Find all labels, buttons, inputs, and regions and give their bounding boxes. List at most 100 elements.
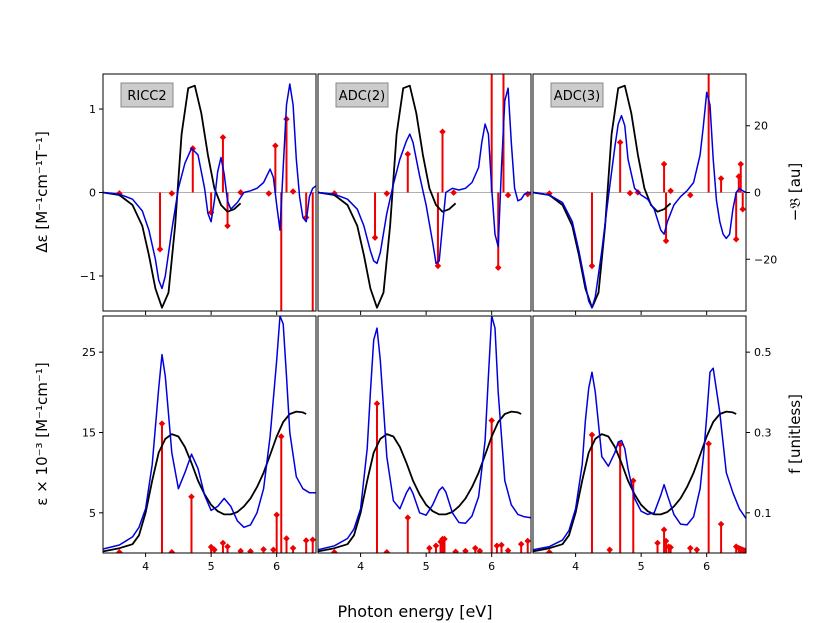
method-label-1: ADC(2) [339, 89, 385, 104]
stick-marker-bottom-1-4 [426, 544, 433, 552]
x-tick-label-bottom-0-6: 6 [273, 560, 280, 573]
stick-marker-bottom-2-18 [741, 547, 746, 553]
stick-marker-bottom-0-2 [168, 548, 176, 553]
stick-marker-bottom-0-11 [270, 546, 277, 553]
stick-marker-bottom-1-18 [524, 537, 531, 545]
stick-marker-top-1-7 [488, 6, 495, 13]
x-tick-label-bottom-1-5: 5 [423, 560, 430, 573]
x-tick-label-bottom-2-5: 5 [638, 560, 645, 573]
y-right-tick-label-bottom-2-0.5: 0.5 [754, 346, 772, 359]
bottom-left-y-axis-label: ε × 10⁻³ [M⁻¹cm⁻¹] [33, 362, 51, 505]
stick-marker-bottom-0-10 [260, 546, 267, 553]
method-label-box-2 [550, 82, 604, 108]
stick-marker-top-0-6 [224, 222, 231, 230]
stick-marker-top-1-6 [450, 189, 457, 196]
simulated-line-bottom-2 [533, 367, 746, 551]
x-tick-label-bottom-2-6: 6 [703, 560, 710, 573]
stick-marker-top-0-9 [272, 142, 279, 150]
stick-marker-top-1-3 [404, 150, 412, 158]
stick-marker-bottom-0-3 [188, 493, 195, 501]
x-tick-label-bottom-2-4: 4 [572, 560, 579, 573]
top-left-y-axis-label: Δε [M⁻¹cm⁻¹T⁻¹] [33, 131, 51, 253]
stick-marker-bottom-1-8 [441, 535, 448, 543]
stick-marker-bottom-0-5 [211, 546, 218, 553]
stick-marker-top-2-6 [662, 237, 670, 245]
y-right-tick-label-top-2-0: 0 [754, 187, 761, 200]
simulated-line-top-1 [318, 87, 531, 265]
stick-marker-top-2-11 [732, 235, 740, 243]
stick-marker-bottom-2-11 [693, 546, 701, 553]
stick-marker-bottom-0-6 [219, 539, 227, 547]
stick-marker-top-2-10 [717, 175, 725, 182]
stick-marker-bottom-0-17 [309, 536, 316, 543]
stick-marker-bottom-0-16 [302, 537, 310, 544]
axis-labels-layer: −1 0 1 RICC2 ADC(2) −20 0 20 ADC(3) 4 5 6 5 15 25 4 5 6 4 5… [80, 89, 777, 573]
simulated-line-bottom-0 [103, 316, 316, 550]
y-left-tick-label-top-0--1: −1 [80, 270, 96, 283]
simulated-line-top-2 [533, 91, 746, 309]
stick-marker-bottom-0-12 [273, 511, 280, 519]
stick-marker-bottom-1-17 [517, 540, 525, 548]
stick-marker-top-2-13 [737, 160, 745, 168]
stick-marker-bottom-1-15 [498, 541, 505, 549]
y-right-tick-label-top-2-20: 20 [754, 120, 768, 133]
stick-marker-bottom-1-5 [432, 542, 440, 550]
method-label-box-0 [120, 82, 174, 108]
stick-marker-top-2-9 [705, 6, 712, 13]
stick-marker-bottom-2-0 [546, 548, 553, 553]
experiment-line-bottom-1 [318, 410, 522, 553]
y-left-tick-label-bottom-0-5: 5 [89, 507, 96, 520]
experiment-line-bottom-2 [533, 410, 737, 553]
y-left-tick-label-top-0-1: 1 [89, 103, 96, 116]
stick-marker-top-1-5 [439, 128, 446, 136]
panel-top-1-plot-area [318, 6, 531, 309]
stick-marker-top-0-5 [219, 134, 227, 141]
stick-marker-bottom-2-1 [588, 431, 596, 439]
stick-marker-bottom-0-9 [247, 548, 254, 553]
stick-marker-bottom-2-10 [687, 544, 694, 552]
top-right-y-axis-label: −𝔅 [au] [786, 163, 804, 222]
y-right-tick-label-top-2--20: −20 [754, 253, 777, 266]
panel-frame-top-1 [317, 73, 532, 312]
stick-marker-top-1-8 [494, 264, 502, 271]
stick-marker-bottom-0-0 [116, 548, 123, 553]
stick-marker-bottom-1-9 [452, 548, 459, 553]
experiment-line-top-0 [103, 84, 242, 309]
panel-frame-bottom-0 [102, 315, 317, 554]
stick-marker-bottom-1-14 [493, 542, 501, 550]
stick-marker-top-1-9 [500, 6, 507, 13]
panel-top-2-plot-area [533, 6, 746, 309]
x-axis-label: Photon energy [eV] [338, 602, 493, 621]
stick-marker-top-0-2 [168, 190, 176, 197]
stick-marker-bottom-0-14 [283, 535, 290, 542]
stick-marker-bottom-1-0 [331, 548, 338, 553]
stick-marker-bottom-2-7 [662, 537, 670, 545]
method-label-2: ADC(3) [554, 89, 600, 104]
stick-marker-top-0-12 [289, 188, 297, 195]
stick-marker-top-1-10 [504, 191, 512, 199]
stick-marker-bottom-0-15 [289, 544, 297, 552]
stick-marker-top-2-14 [739, 205, 746, 213]
stick-marker-top-0-8 [265, 190, 273, 197]
y-right-tick-label-bottom-2-0.3: 0.3 [754, 426, 772, 439]
stick-marker-bottom-2-2 [606, 546, 613, 553]
stick-marker-bottom-1-2 [383, 548, 391, 553]
panel-top-0-plot-area [103, 83, 316, 380]
stick-marker-top-0-11 [283, 115, 290, 123]
stick-marker-bottom-2-13 [717, 520, 725, 528]
panel-bottom-0-plot-area [103, 316, 316, 553]
bottom-right-y-axis-label: f [unitless] [786, 394, 804, 474]
panel-frame-bottom-2 [532, 315, 747, 554]
stick-marker-bottom-2-6 [660, 526, 668, 533]
stick-marker-top-1-4 [434, 262, 442, 270]
stick-marker-bottom-2-5 [654, 539, 661, 547]
stick-marker-top-0-14 [309, 373, 316, 380]
y-left-tick-label-bottom-0-25: 25 [82, 346, 96, 359]
stick-marker-bottom-1-3 [404, 514, 412, 521]
x-tick-label-bottom-1-6: 6 [488, 560, 495, 573]
stick-marker-top-2-8 [687, 191, 694, 199]
method-label-0: RICC2 [127, 89, 166, 104]
stick-marker-top-2-7 [667, 187, 674, 195]
experiment-line-top-1 [318, 84, 457, 309]
